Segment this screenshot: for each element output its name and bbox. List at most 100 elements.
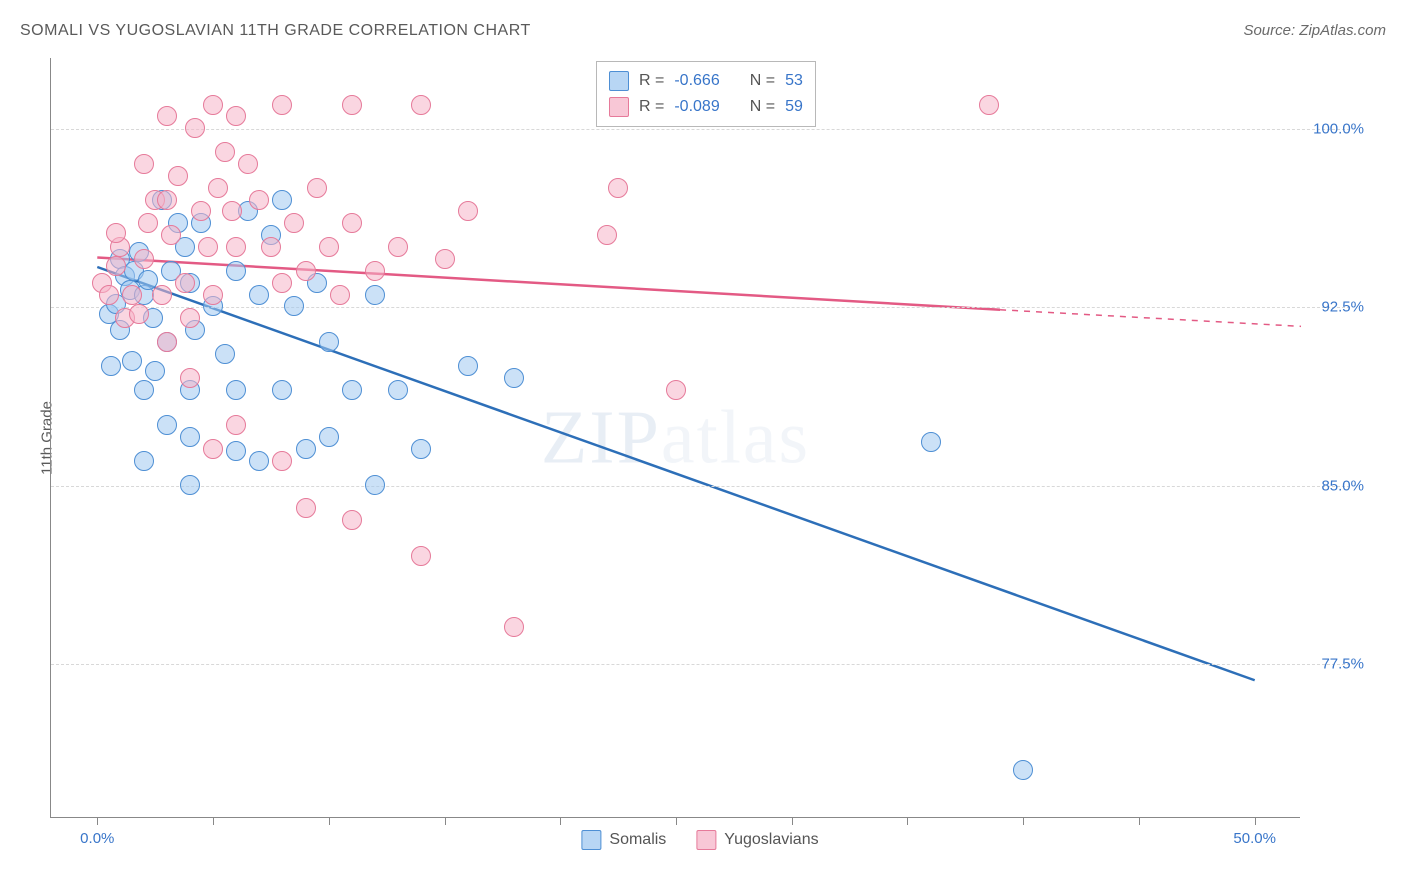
stats-row: R = -0.089N = 59	[609, 94, 803, 120]
data-point	[106, 256, 126, 276]
stat-n-value: 53	[785, 72, 803, 90]
data-point	[157, 106, 177, 126]
data-point	[180, 368, 200, 388]
y-tick-label: 77.5%	[1321, 655, 1364, 672]
legend-label: Somalis	[609, 831, 666, 849]
swatch-icon	[609, 71, 629, 91]
data-point	[180, 427, 200, 447]
series-legend: Somalis Yugoslavians	[581, 830, 818, 850]
scatter-chart: 11th Grade ZIPatlas R = -0.666N = 53R = …	[50, 58, 1350, 818]
plot-area: ZIPatlas R = -0.666 N = 53R = -0.089 N = 5…	[50, 58, 1300, 818]
x-tick-label: 0.0%	[80, 830, 114, 847]
data-point	[226, 380, 246, 400]
data-point	[458, 356, 478, 376]
source-attribution: Source: ZipAtlas.com	[1243, 22, 1386, 39]
data-point	[921, 432, 941, 452]
watermark: ZIPatlas	[541, 394, 810, 481]
data-point	[296, 439, 316, 459]
data-point	[365, 475, 385, 495]
data-point	[319, 237, 339, 257]
data-point	[342, 380, 362, 400]
data-point	[979, 95, 999, 115]
data-point	[666, 380, 686, 400]
data-point	[307, 178, 327, 198]
data-point	[504, 368, 524, 388]
data-point	[106, 223, 126, 243]
title-bar: SOMALI VS YUGOSLAVIAN 11TH GRADE CORRELA…	[20, 22, 1386, 46]
data-point	[261, 237, 281, 257]
data-point	[319, 427, 339, 447]
data-point	[134, 154, 154, 174]
data-point	[597, 225, 617, 245]
data-point	[122, 285, 142, 305]
data-point	[203, 285, 223, 305]
y-tick-label: 85.0%	[1321, 477, 1364, 494]
data-point	[134, 380, 154, 400]
data-point	[342, 213, 362, 233]
data-point	[608, 178, 628, 198]
data-point	[272, 95, 292, 115]
y-tick-label: 100.0%	[1313, 121, 1364, 138]
data-point	[222, 201, 242, 221]
stat-n-label: N =	[750, 98, 775, 116]
data-point	[226, 261, 246, 281]
swatch-icon	[581, 830, 601, 850]
legend-label: Yugoslavians	[724, 831, 818, 849]
x-tick-label: 50.0%	[1233, 830, 1276, 847]
data-point	[249, 190, 269, 210]
data-point	[272, 451, 292, 471]
data-point	[388, 380, 408, 400]
stat-n-label: N =	[750, 72, 775, 90]
data-point	[411, 439, 431, 459]
data-point	[272, 273, 292, 293]
data-point	[330, 285, 350, 305]
data-point	[168, 166, 188, 186]
legend-item-yugoslavians: Yugoslavians	[696, 830, 818, 850]
data-point	[198, 237, 218, 257]
data-point	[226, 237, 246, 257]
data-point	[249, 285, 269, 305]
chart-title: SOMALI VS YUGOSLAVIAN 11TH GRADE CORRELA…	[20, 22, 531, 39]
data-point	[411, 95, 431, 115]
data-point	[411, 546, 431, 566]
data-point	[1013, 760, 1033, 780]
stats-legend-box: R = -0.666 N = 53R = -0.089 N = 59	[596, 61, 816, 127]
data-point	[296, 498, 316, 518]
y-tick-label: 92.5%	[1321, 299, 1364, 316]
data-point	[138, 213, 158, 233]
data-point	[319, 332, 339, 352]
data-point	[180, 308, 200, 328]
data-point	[191, 201, 211, 221]
data-point	[129, 304, 149, 324]
stats-row: R = -0.666 N = 53	[609, 68, 803, 94]
stat-r-value: -0.089	[674, 98, 719, 116]
stat-r-value: -0.666	[674, 72, 719, 90]
data-point	[180, 475, 200, 495]
data-point	[388, 237, 408, 257]
data-point	[504, 617, 524, 637]
data-point	[272, 190, 292, 210]
stat-r-label: R =	[639, 72, 664, 90]
data-point	[284, 296, 304, 316]
data-point	[215, 344, 235, 364]
legend-item-somalis: Somalis	[581, 830, 666, 850]
data-point	[296, 261, 316, 281]
data-point	[208, 178, 228, 198]
data-point	[365, 285, 385, 305]
data-point	[365, 261, 385, 281]
swatch-icon	[696, 830, 716, 850]
data-point	[157, 332, 177, 352]
data-point	[272, 380, 292, 400]
data-point	[203, 439, 223, 459]
data-point	[134, 451, 154, 471]
stat-n-value: 59	[785, 98, 803, 116]
data-point	[342, 95, 362, 115]
data-point	[161, 225, 181, 245]
data-point	[226, 106, 246, 126]
data-point	[101, 356, 121, 376]
data-point	[435, 249, 455, 269]
data-point	[342, 510, 362, 530]
swatch-icon	[609, 97, 629, 117]
data-point	[134, 249, 154, 269]
data-point	[203, 95, 223, 115]
